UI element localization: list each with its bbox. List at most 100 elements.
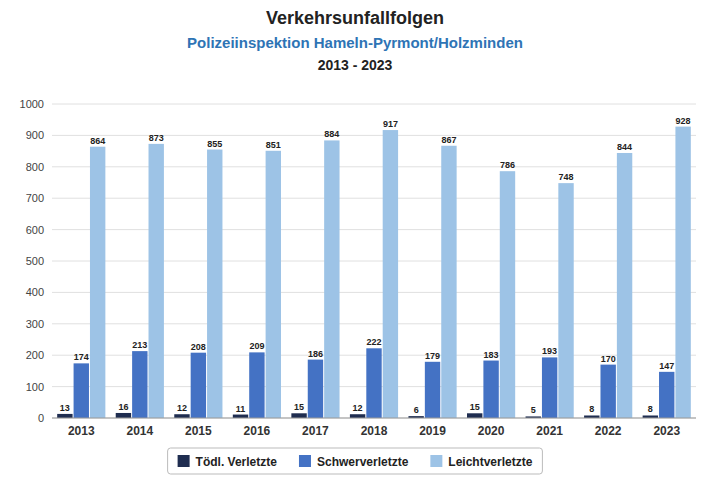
x-tick-label: 2020 (478, 424, 505, 438)
bar (57, 414, 72, 418)
data-label: 174 (74, 352, 89, 362)
x-axis-line (52, 418, 696, 419)
bar (617, 153, 632, 418)
bar (600, 365, 615, 418)
data-label: 8 (589, 404, 594, 414)
grid-line (52, 104, 696, 105)
y-tick-label: 100 (26, 381, 44, 393)
bar (425, 362, 440, 418)
bar (116, 413, 131, 418)
legend-label: Tödl. Verletzte (196, 455, 278, 469)
bar (249, 352, 264, 418)
bar (266, 151, 281, 418)
y-tick-label: 500 (26, 255, 44, 267)
bar (233, 415, 248, 418)
y-tick-label: 200 (26, 349, 44, 361)
data-label: 864 (90, 136, 105, 146)
y-tick-label: 900 (26, 129, 44, 141)
bar (659, 372, 674, 418)
legend-label: Leichtverletzte (448, 455, 532, 469)
data-label: 786 (500, 160, 515, 170)
data-label: 5 (531, 405, 536, 415)
title: Verkehrsunfallfolgen (266, 8, 444, 28)
data-label: 179 (425, 351, 440, 361)
x-tick-label: 2022 (595, 424, 622, 438)
data-label: 222 (366, 337, 381, 347)
data-label: 186 (308, 349, 323, 359)
data-label: 855 (207, 139, 222, 149)
annotation: 2013 - 2023 (318, 57, 393, 73)
data-label: 928 (676, 116, 691, 126)
y-tick-label: 0 (38, 412, 44, 424)
y-tick-label: 300 (26, 318, 44, 330)
bar (291, 413, 306, 418)
legend-swatch (178, 455, 190, 467)
legend-label: Schwerverletzte (317, 455, 409, 469)
data-label: 851 (266, 140, 281, 150)
data-label: 867 (441, 135, 456, 145)
data-label: 16 (118, 402, 128, 412)
data-label: 917 (383, 119, 398, 129)
bar (308, 360, 323, 418)
y-tick-label: 400 (26, 286, 44, 298)
subtitle: Polizeiinspektion Hameln-Pyrmont/Holzmin… (187, 34, 523, 51)
bar (74, 363, 89, 418)
x-tick-label: 2023 (653, 424, 680, 438)
bar (149, 144, 164, 418)
x-tick-label: 2013 (68, 424, 95, 438)
x-tick-label: 2021 (536, 424, 563, 438)
bar (207, 150, 222, 418)
data-label: 6 (414, 405, 419, 415)
x-tick-label: 2017 (302, 424, 329, 438)
x-tick-label: 2019 (419, 424, 446, 438)
chart: Verkehrsunfallfolgen Polizeiinspektion Ha… (0, 0, 710, 494)
x-axis: 2013 2014 2015 2016 2017 2018 2019 2020 2021 2022… (52, 418, 696, 438)
data-label: 873 (149, 133, 164, 143)
data-label: 183 (484, 350, 499, 360)
bars (57, 127, 691, 418)
legend-box (168, 448, 543, 474)
grid-line (52, 418, 696, 419)
x-tick-label: 2018 (361, 424, 388, 438)
bar (90, 147, 105, 418)
data-label: 147 (659, 361, 674, 371)
data-label: 209 (249, 341, 264, 351)
data-label: 844 (617, 142, 632, 152)
data-label: 213 (132, 340, 147, 350)
bar (132, 351, 147, 418)
bar (467, 413, 482, 418)
bar (542, 357, 557, 418)
x-tick-label: 2015 (185, 424, 212, 438)
data-label: 170 (601, 354, 616, 364)
x-tick-label: 2016 (244, 424, 271, 438)
bar (324, 140, 339, 418)
data-label: 8 (648, 404, 653, 414)
y-tick-label: 1000 (20, 98, 44, 110)
bar (441, 146, 456, 418)
data-label: 12 (177, 403, 187, 413)
y-tick-label: 700 (26, 192, 44, 204)
data-label: 15 (470, 402, 480, 412)
y-axis: 0 100 200 300 400 500 600 700 800 900 1000 (20, 98, 696, 424)
legend: Tödl. Verletzte Schwerverletzte Leichtverl… (168, 448, 543, 474)
bar (350, 414, 365, 418)
x-tick-label: 2014 (126, 424, 153, 438)
legend-swatch (299, 455, 311, 467)
data-label: 884 (324, 129, 339, 139)
y-tick-label: 600 (26, 224, 44, 236)
y-tick-label: 800 (26, 161, 44, 173)
bar (675, 127, 690, 418)
bar (383, 130, 398, 418)
legend-swatch (430, 455, 442, 467)
bar (366, 348, 381, 418)
data-label: 12 (353, 403, 363, 413)
data-label: 11 (236, 404, 246, 414)
bar (558, 183, 573, 418)
data-label: 208 (191, 342, 206, 352)
data-labels: 13 16 12 11 15 12 6 15 5 8 8 174 213 208 209 186 222 179 1… (60, 116, 691, 416)
data-label: 193 (542, 346, 557, 356)
bar (174, 414, 189, 418)
data-label: 748 (559, 172, 574, 182)
data-label: 13 (60, 403, 70, 413)
data-label: 15 (294, 402, 304, 412)
